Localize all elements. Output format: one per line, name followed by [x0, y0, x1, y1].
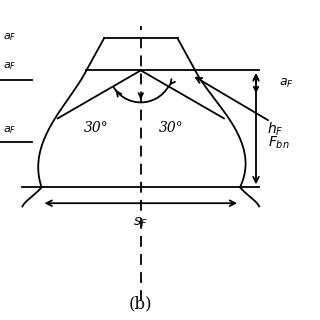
Text: $a_F$: $a_F$ [3, 60, 17, 71]
Text: (b): (b) [129, 295, 153, 313]
Text: $a_F$: $a_F$ [3, 31, 17, 43]
Text: $a_F$: $a_F$ [279, 77, 294, 90]
Text: 30°: 30° [159, 121, 184, 135]
Text: $F_{bn}$: $F_{bn}$ [268, 134, 289, 151]
Text: $h_F$: $h_F$ [267, 121, 284, 138]
Text: 30°: 30° [84, 121, 108, 135]
Text: $a_F$: $a_F$ [3, 124, 17, 135]
Text: $s_F$: $s_F$ [133, 215, 148, 230]
